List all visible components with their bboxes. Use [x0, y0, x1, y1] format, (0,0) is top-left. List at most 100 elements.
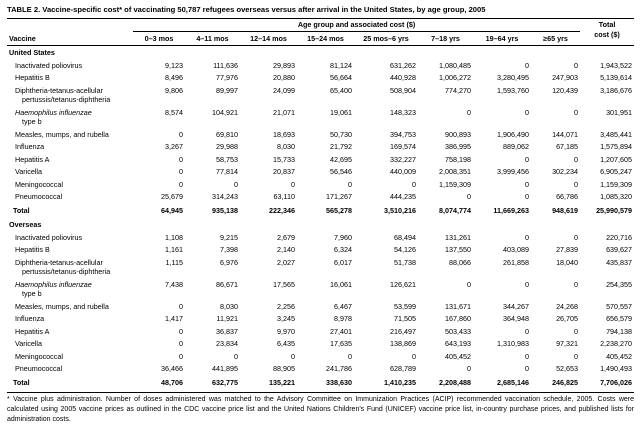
- vaccine-name: Meningococcal: [7, 350, 133, 363]
- vaccine-name: Hepatitis B: [7, 72, 133, 85]
- cost-value: 0: [525, 60, 529, 70]
- cost-value: 405,452: [445, 351, 471, 361]
- cost-value: 137,550: [445, 245, 471, 255]
- vaccine-name-line: Diphtheria-tetanus-acellular: [15, 257, 103, 267]
- table-row: Meningococcal 0 0 0 0 0 405,452 0 0 405,452: [7, 350, 634, 363]
- table-row: Hepatitis B 1,161 7,398 2,140 6,324 54,126 137…: [7, 244, 634, 257]
- cost-value: 643,193: [445, 339, 471, 349]
- cost-value: 167,860: [445, 314, 471, 324]
- cost-value: 8,030: [277, 142, 295, 152]
- cost-value: 220,716: [606, 232, 633, 242]
- cost-value: 1,108: [165, 232, 183, 242]
- cost-value: 332,227: [390, 154, 416, 164]
- table-row: Varicella 0 23,834 6,435 17,635 138,869 643,19…: [7, 338, 634, 351]
- cost-value: 1,115: [165, 257, 183, 267]
- vaccine-name-line: type b: [22, 289, 42, 299]
- cost-value: 51,738: [394, 257, 416, 267]
- table-row: Influenza 1,417 11,921 3,245 8,978 71,505 167,…: [7, 313, 634, 326]
- cost-value: 0: [574, 232, 579, 242]
- cost-value: 0: [525, 107, 529, 117]
- cost-value: 301,951: [606, 107, 633, 117]
- cost-value: 241,786: [326, 364, 352, 374]
- section-header-row: Overseas: [7, 218, 634, 232]
- vaccine-name: Hepatitis A: [7, 153, 133, 166]
- cost-value: 24,268: [556, 301, 579, 311]
- vaccine-name-line: Haemophilus influenzae: [15, 107, 92, 117]
- total-cost-value: 25,990,579: [596, 205, 633, 215]
- table-row: Pneumococcal 36,466 441,895 88,905 241,786 62…: [7, 363, 634, 376]
- cost-value: 440,928: [390, 73, 416, 83]
- cost-value: 8,978: [334, 314, 352, 324]
- cost-value: 148,323: [390, 107, 416, 117]
- cost-value: 794,138: [606, 326, 633, 336]
- cost-value: 403,089: [503, 245, 529, 255]
- total-cost-value: 2,685,146: [497, 377, 529, 387]
- cost-value: 0: [348, 351, 352, 361]
- cost-value: 1,161: [165, 245, 183, 255]
- cost-value: 21,792: [330, 142, 352, 152]
- cost-value: 2,679: [277, 232, 295, 242]
- table-row: Hepatitis A 0 36,837 9,970 27,401 216,497 503,…: [7, 325, 634, 338]
- cost-value: 88,066: [449, 257, 471, 267]
- vaccine-name: Inactivated poliovirus: [7, 231, 133, 244]
- cost-value: 27,839: [556, 245, 579, 255]
- cost-value: 503,433: [445, 326, 471, 336]
- cost-value: 889,062: [503, 142, 529, 152]
- cost-value: 1,080,485: [439, 60, 471, 70]
- section-header: Overseas: [9, 220, 42, 230]
- cost-value: 36,466: [161, 364, 183, 374]
- cost-value: 5,139,614: [600, 73, 633, 83]
- cost-value: 9,970: [277, 326, 295, 336]
- cost-value: 0: [179, 129, 183, 139]
- age-column-header: 25 mos–6 yrs: [354, 31, 418, 46]
- table-row: Hepatitis B 8,496 77,976 20,880 56,664 440,92…: [7, 72, 634, 85]
- age-column-header: 4–11 mos: [185, 31, 240, 46]
- vaccine-name: Measles, mumps, and rubella: [7, 300, 133, 313]
- cost-value: 0: [412, 179, 416, 189]
- cost-value: 138,869: [390, 339, 416, 349]
- vaccine-name: Inactivated poliovirus: [7, 59, 133, 72]
- cost-value: 131,261: [445, 232, 471, 242]
- vaccine-name-line: Hepatitis A: [15, 154, 50, 164]
- cost-value: 7,960: [334, 232, 352, 242]
- total-cost-value: 1,410,235: [384, 377, 416, 387]
- cost-value: 405,452: [606, 351, 633, 361]
- vaccine-name-line: Pneumococcal: [15, 192, 63, 202]
- vaccine-name-line: Inactivated poliovirus: [15, 232, 83, 242]
- cost-value: 440,009: [390, 167, 416, 177]
- cost-value: 3,280,495: [497, 73, 529, 83]
- cost-value: 89,997: [216, 85, 238, 95]
- cost-value: 16,061: [330, 279, 352, 289]
- table-row: Varicella 0 77,814 20,837 56,546 440,009 2,008…: [7, 166, 634, 179]
- cost-value: 6,017: [334, 257, 352, 267]
- table-row: Haemophilus influenzae type b 7,438 86,671 1…: [7, 278, 634, 300]
- table-row: Haemophilus influenzae type b 8,574 104,921…: [7, 106, 634, 128]
- vaccine-name-line: pertussis/tetanus-diphtheria: [22, 95, 111, 105]
- cost-value: 66,786: [556, 192, 579, 202]
- vaccine-name: Haemophilus influenzae type b: [7, 278, 133, 300]
- cost-value: 0: [467, 107, 471, 117]
- total-cost-value: 565,278: [326, 205, 352, 215]
- vaccine-name-line: Influenza: [15, 314, 45, 324]
- age-column-header: 0–3 mos: [133, 31, 185, 46]
- age-column-header: 15–24 mos: [297, 31, 354, 46]
- cost-value: 441,895: [212, 364, 238, 374]
- total-cost-header-line: Total: [598, 20, 616, 30]
- cost-value: 1,943,522: [600, 60, 633, 70]
- cost-value: 56,546: [330, 167, 352, 177]
- cost-value: 261,858: [503, 257, 529, 267]
- table-row: Hepatitis A 0 58,753 15,733 42,695 332,227 758…: [7, 153, 634, 166]
- cost-value: 639,627: [606, 245, 633, 255]
- cost-value: 2,027: [277, 257, 295, 267]
- cost-value: 6,435: [277, 339, 295, 349]
- cost-value: 0: [291, 351, 295, 361]
- vaccine-name: Hepatitis B: [7, 244, 133, 257]
- cost-value: 0: [467, 192, 471, 202]
- cost-value: 53,599: [394, 301, 416, 311]
- vaccine-name-line: Measles, mumps, and rubella: [15, 129, 109, 139]
- table-row: Meningococcal 0 0 0 0 0 1,159,309 0 0 1,159,309: [7, 178, 634, 191]
- cost-value: 0: [574, 154, 579, 164]
- cost-value: 20,837: [273, 167, 295, 177]
- vaccine-name: Influenza: [7, 141, 133, 154]
- section-total-row: Total 64,945 935,138 222,346 565,278 3,510,21…: [7, 203, 634, 218]
